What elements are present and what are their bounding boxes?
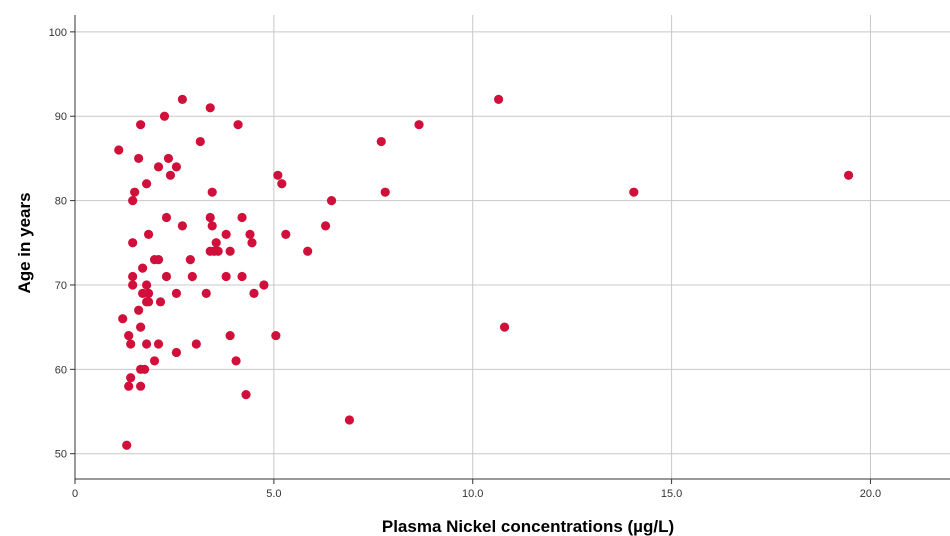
data-point [225, 330, 235, 341]
data-point [159, 111, 170, 121]
data-point [414, 120, 424, 130]
x-tick-label: 5.0 [266, 488, 281, 500]
tick-labels: 50 60 70 80 90 100 0 5.0 10.0 15.0 20.0 [49, 27, 882, 500]
data-point [273, 170, 283, 180]
data-point [128, 196, 138, 206]
data-point [249, 288, 259, 298]
x-tick-label: 10.0 [462, 488, 483, 500]
data-point [233, 120, 243, 130]
data-point [134, 153, 144, 164]
data-point [177, 94, 187, 104]
data-point [138, 263, 148, 273]
data-point [187, 271, 197, 282]
grid-lines [75, 15, 950, 479]
y-tick-label: 60 [55, 364, 67, 376]
data-point [143, 297, 154, 307]
data-point [221, 229, 231, 239]
data-point [114, 145, 124, 155]
data-point [134, 305, 144, 315]
data-point [124, 330, 134, 341]
data-point [128, 238, 138, 248]
y-tick-label: 100 [49, 27, 67, 39]
data-point [205, 212, 215, 223]
data-point [493, 94, 504, 104]
data-point [259, 280, 269, 290]
data-point [177, 221, 187, 231]
data-point [155, 297, 166, 307]
x-tick-label: 20.0 [860, 488, 881, 500]
data-point [237, 271, 247, 282]
data-point [141, 179, 152, 189]
data-point [207, 187, 217, 197]
data-point [143, 229, 154, 239]
data-point [213, 246, 223, 256]
data-point [163, 153, 174, 164]
data-point [165, 170, 176, 180]
y-axis-label: Age in years [15, 192, 34, 293]
data-point [281, 229, 291, 239]
data-point [136, 381, 146, 391]
data-point [241, 390, 251, 400]
data-point [221, 271, 231, 282]
data-point [122, 440, 132, 450]
data-point [161, 271, 172, 282]
data-point [130, 187, 140, 197]
data-point [191, 339, 201, 349]
data-point [380, 187, 390, 197]
data-point [118, 314, 128, 324]
data-point [143, 288, 154, 298]
data-point [320, 221, 331, 231]
data-point [237, 212, 247, 223]
data-point [126, 373, 136, 383]
data-point [326, 196, 337, 206]
y-tick-label: 70 [55, 280, 67, 292]
data-point [344, 415, 355, 425]
data-point [195, 136, 205, 147]
data-point [171, 288, 182, 298]
axes [70, 15, 950, 484]
data-point [141, 339, 152, 349]
data-point [171, 347, 182, 358]
data-point [207, 221, 217, 231]
data-point [128, 271, 138, 282]
data-point [141, 280, 152, 290]
data-point [277, 179, 287, 189]
data-point [205, 103, 215, 113]
data-point [376, 136, 386, 147]
data-point [271, 330, 281, 341]
data-point [153, 339, 164, 349]
x-tick-label: 15.0 [661, 488, 682, 500]
data-point [843, 170, 854, 180]
data-point [201, 288, 211, 298]
y-tick-label: 80 [55, 196, 67, 208]
x-axis-label: Plasma Nickel concentrations (µg/L) [382, 517, 674, 536]
data-point [247, 238, 257, 248]
data-point [231, 356, 241, 366]
data-point [225, 246, 235, 256]
data-point [124, 381, 134, 391]
data-point [126, 339, 136, 349]
data-point [140, 364, 150, 374]
data-point [136, 120, 146, 130]
data-point [153, 162, 164, 172]
data-point [149, 356, 160, 366]
data-point [171, 162, 182, 172]
data-point [136, 322, 146, 332]
data-points [114, 94, 854, 450]
data-point [499, 322, 510, 332]
data-point [128, 280, 138, 290]
data-point [161, 212, 172, 223]
data-point [245, 229, 255, 239]
x-tick-label: 0 [72, 488, 78, 500]
data-point [185, 255, 195, 265]
data-point [303, 246, 313, 256]
y-tick-label: 90 [55, 111, 67, 123]
data-point [211, 238, 221, 248]
data-point [629, 187, 639, 197]
data-point [153, 255, 164, 265]
y-tick-label: 50 [55, 449, 67, 461]
